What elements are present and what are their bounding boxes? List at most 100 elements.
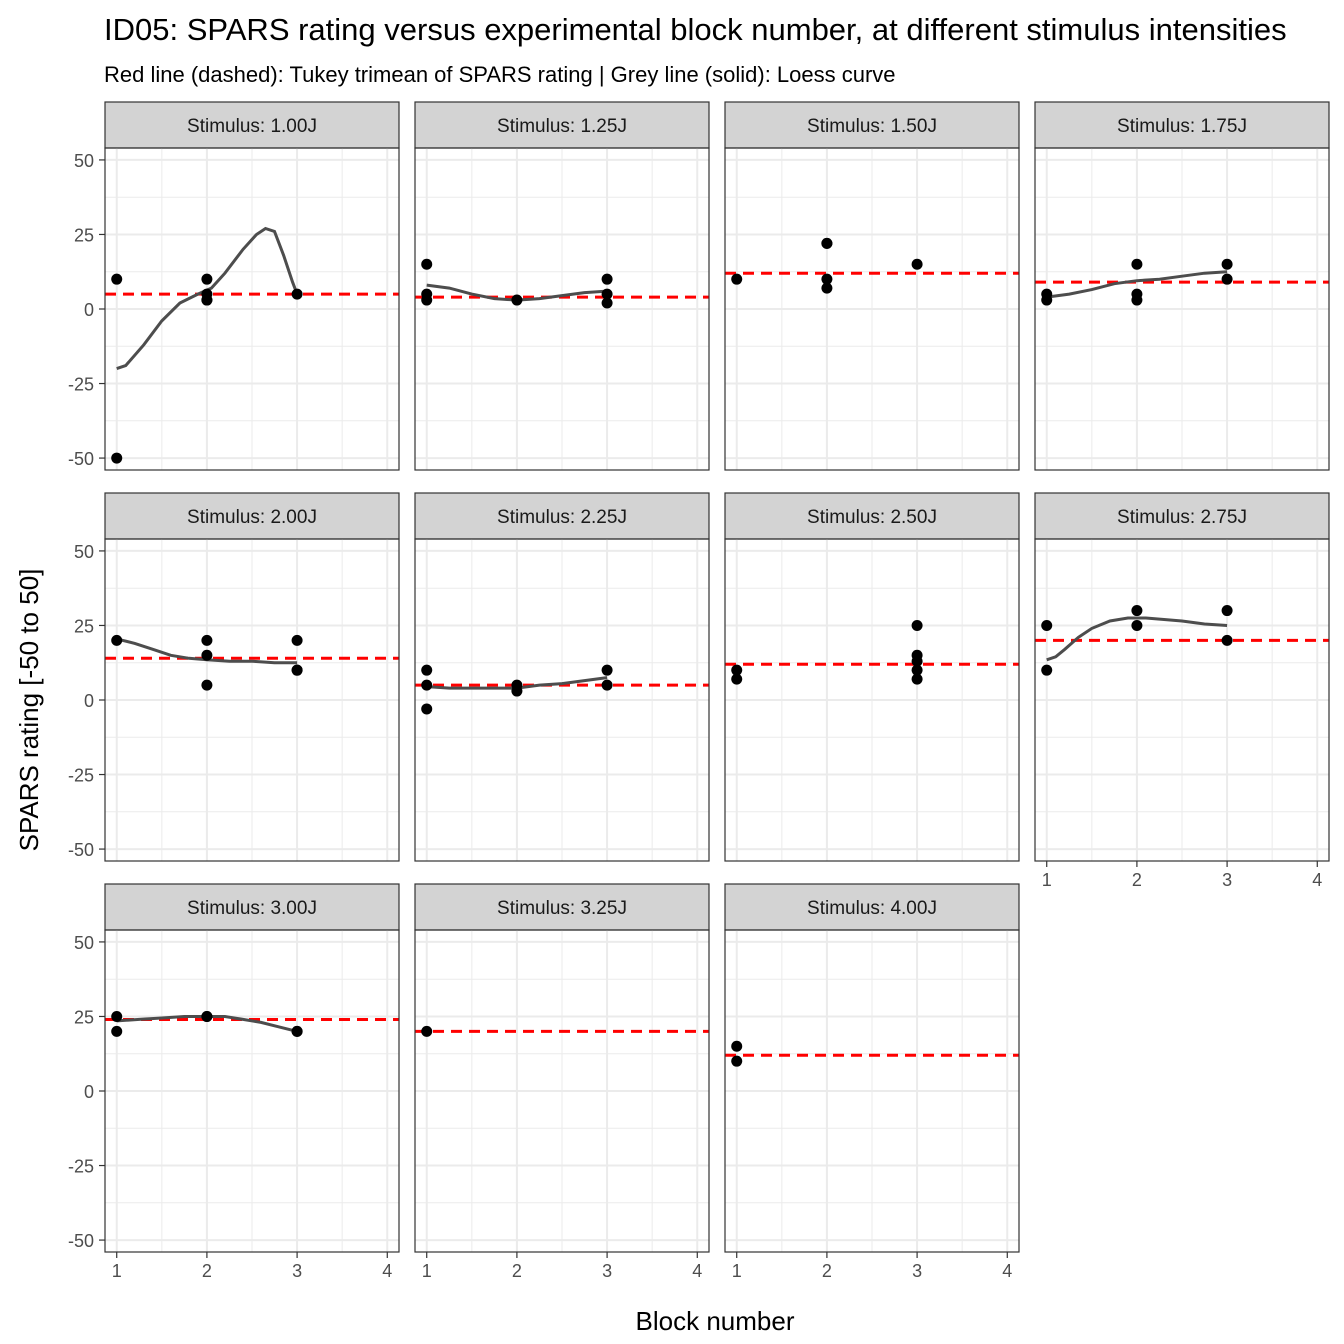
panel-11-x-tick-label: 1 bbox=[732, 1261, 742, 1281]
panel-3-strip-label: Stimulus: 1.50J bbox=[807, 116, 937, 137]
panel-2-data-point bbox=[601, 288, 613, 300]
panel-8-x-tick-label: 4 bbox=[1312, 870, 1322, 890]
panel-10-x-tick-label: 4 bbox=[692, 1261, 702, 1281]
panel-8-data-point bbox=[1041, 619, 1053, 631]
panel-1-data-point bbox=[201, 294, 213, 306]
panel-6-data-point bbox=[421, 679, 433, 691]
panel-4-strip bbox=[1034, 101, 1330, 149]
panel-6-data-point bbox=[511, 685, 523, 697]
panel-5-data-point bbox=[291, 634, 303, 646]
panel-5-y-tick-label: 25 bbox=[74, 616, 94, 636]
panel-2-data-point bbox=[421, 258, 433, 270]
panel-5-data-point bbox=[201, 634, 213, 646]
panel-4-border bbox=[1034, 147, 1330, 471]
panel-1-data-point bbox=[291, 288, 303, 300]
panel-9-y-tick-label: 50 bbox=[74, 933, 94, 953]
chart-title: ID05: SPARS rating versus experimental b… bbox=[104, 12, 1287, 47]
panel-9-y-tick-label: 25 bbox=[74, 1007, 94, 1027]
panel-2-data-point bbox=[421, 294, 433, 306]
panel-9-strip-label: Stimulus: 3.00J bbox=[187, 898, 317, 919]
panel-9-x-tick-label: 4 bbox=[382, 1261, 392, 1281]
panel-8-data-point bbox=[1221, 634, 1233, 646]
panel-1-data-point bbox=[201, 273, 213, 285]
y-axis-label: SPARS rating [-50 to 50] bbox=[14, 568, 44, 852]
panel-5-y-tick-label: -25 bbox=[68, 766, 94, 786]
panel-11-x-tick-label: 3 bbox=[912, 1261, 922, 1281]
panel-4-data-point bbox=[1041, 294, 1053, 306]
panel-7-data-point bbox=[731, 664, 743, 676]
panel-11-strip bbox=[724, 883, 1020, 931]
panel-5-data-point bbox=[201, 649, 213, 661]
panel-11-x-tick-label: 4 bbox=[1002, 1261, 1012, 1281]
panel-9-x-tick-label: 2 bbox=[202, 1261, 212, 1281]
panel-8-data-point bbox=[1131, 619, 1143, 631]
panel-1-y-tick-label: -25 bbox=[68, 375, 94, 395]
panel-1-strip-label: Stimulus: 1.00J bbox=[187, 116, 317, 137]
panel-11-strip-label: Stimulus: 4.00J bbox=[807, 898, 937, 919]
panel-5-y-tick-label: 50 bbox=[74, 542, 94, 562]
panel-2-border bbox=[414, 147, 710, 471]
panel-1-y-tick-label: 0 bbox=[84, 300, 94, 320]
panel-9-loess-curve bbox=[116, 1015, 298, 1033]
panel-8-x-tick-label: 2 bbox=[1132, 870, 1142, 890]
panel-1-y-tick-label: 50 bbox=[74, 151, 94, 171]
panel-6-data-point bbox=[601, 664, 613, 676]
panel-3-data-point bbox=[731, 273, 743, 285]
panel-9-data-point bbox=[111, 1025, 123, 1037]
panel-5-data-point bbox=[291, 664, 303, 676]
panel-9-data-point bbox=[201, 1010, 213, 1022]
panel-5-data-point bbox=[201, 679, 213, 691]
panel-9-x-tick-label: 3 bbox=[292, 1261, 302, 1281]
panel-5-data-point bbox=[111, 634, 123, 646]
panel-7-data-point bbox=[911, 619, 923, 631]
panel-3-border bbox=[724, 147, 1020, 471]
panel-3-strip bbox=[724, 101, 1020, 149]
panel-6-strip bbox=[414, 492, 710, 540]
panel-7-data-point bbox=[731, 673, 743, 685]
panel-4-loess-curve bbox=[1046, 270, 1228, 299]
panel-10-strip-label: Stimulus: 3.25J bbox=[497, 898, 627, 919]
panel-2-strip-label: Stimulus: 1.25J bbox=[497, 116, 627, 137]
panel-7-strip bbox=[724, 492, 1020, 540]
panel-9-strip bbox=[104, 883, 400, 931]
panel-2-strip bbox=[414, 101, 710, 149]
panel-9-data-point bbox=[291, 1025, 303, 1037]
panel-3-data-point bbox=[821, 237, 833, 249]
panel-7-data-point bbox=[911, 664, 923, 676]
panel-1-data-point bbox=[111, 452, 123, 464]
panel-9-data-point bbox=[111, 1010, 123, 1022]
panel-8-loess-curve bbox=[1046, 616, 1228, 662]
panel-4-data-point bbox=[1131, 294, 1143, 306]
panel-1-data-point bbox=[111, 273, 123, 285]
panel-9-y-tick-label: -25 bbox=[68, 1157, 94, 1177]
panel-9-y-tick-label: 0 bbox=[84, 1082, 94, 1102]
panel-8-strip-label: Stimulus: 2.75J bbox=[1117, 507, 1247, 528]
panel-8-x-tick-label: 3 bbox=[1222, 870, 1232, 890]
panel-4-data-point bbox=[1221, 258, 1233, 270]
panel-5-strip bbox=[104, 492, 400, 540]
panel-8-data-point bbox=[1221, 605, 1233, 617]
panel-5-y-tick-label: -50 bbox=[68, 840, 94, 860]
panel-5-y-tick-label: 0 bbox=[84, 691, 94, 711]
panel-10-border bbox=[414, 929, 710, 1253]
panel-2-data-point bbox=[601, 273, 613, 285]
panel-6-data-point bbox=[421, 703, 433, 715]
panel-11-border bbox=[724, 929, 1020, 1253]
panel-2-data-point bbox=[511, 294, 523, 306]
panel-3-data-point bbox=[911, 258, 923, 270]
panel-8-x-tick-label: 1 bbox=[1042, 870, 1052, 890]
panel-8-border bbox=[1034, 538, 1330, 862]
panel-4-data-point bbox=[1131, 258, 1143, 270]
panel-6-data-point bbox=[601, 679, 613, 691]
chart-subtitle: Red line (dashed): Tukey trimean of SPAR… bbox=[104, 62, 896, 87]
panel-6-border bbox=[414, 538, 710, 862]
x-axis-label: Block number bbox=[635, 1306, 795, 1336]
panel-3-data-point bbox=[821, 282, 833, 294]
panel-10-x-tick-label: 1 bbox=[422, 1261, 432, 1281]
panel-8-data-point bbox=[1041, 664, 1053, 676]
panel-8-data-point bbox=[1131, 605, 1143, 617]
panel-7-border bbox=[724, 538, 1020, 862]
panel-2-data-point bbox=[601, 297, 613, 309]
panel-1-loess-curve bbox=[116, 226, 299, 371]
